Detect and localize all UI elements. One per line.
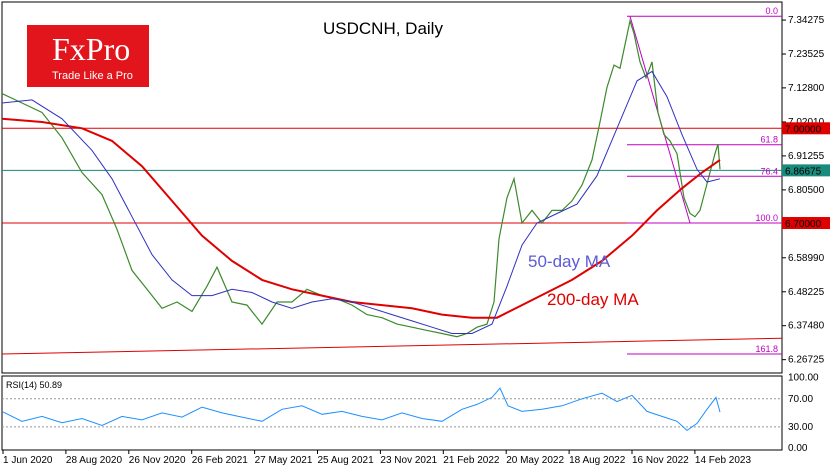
price-tag-label: 7.00000: [785, 124, 822, 135]
y-tick-label: 7.23525: [788, 49, 825, 60]
fib-level-label: 100.0: [755, 213, 778, 223]
x-axis-ticks: 1 Jun 2020 28 Aug 2020 26 Nov 2020 26 Feb 2…: [2, 450, 752, 466]
y-tick-label: 7.34275: [788, 15, 825, 26]
y-tick-label: 7.12800: [788, 83, 825, 94]
fib-level-label: 61.8: [760, 135, 778, 145]
x-tick-label: 20 May 2022: [506, 455, 564, 466]
rsi-tick-label: 30.00: [788, 422, 813, 433]
fib-level-label: 0.0: [765, 6, 778, 16]
y-tick-label: 6.37480: [788, 321, 825, 332]
x-tick-label: 21 Feb 2022: [443, 455, 500, 466]
annotation-200-day-ma: 200-day MA: [547, 290, 639, 309]
series-lines: [1, 18, 721, 338]
x-tick-label: 28 Aug 2020: [66, 455, 123, 466]
x-tick-label: 16 Nov 2022: [632, 455, 689, 466]
x-tick-label: 26 Feb 2021: [192, 455, 249, 466]
rsi-tick-label: 70.00: [788, 394, 813, 405]
y-tick-label: 6.91255: [788, 151, 825, 162]
x-tick-label: 23 Nov 2021: [380, 455, 437, 466]
y-axis-ticks: 7.342757.235257.128007.020106.912556.805…: [782, 15, 830, 366]
x-tick-label: 18 Aug 2022: [569, 455, 626, 466]
x-tick-label: 25 Aug 2021: [318, 455, 375, 466]
price-tag-box: [782, 217, 830, 230]
price-tag-box: [782, 122, 830, 135]
logo-brand: FxPro: [52, 31, 130, 67]
rsi-tick-label: 0.00: [788, 443, 808, 454]
x-tick-label: 26 Nov 2020: [129, 455, 186, 466]
y-tick-label: 6.48225: [788, 287, 825, 298]
rsi-label: RSI(14) 50.89: [6, 380, 62, 390]
price-line: [1, 18, 721, 338]
rsi-line: [1, 387, 721, 432]
y-tick-label: 6.58990: [788, 253, 825, 264]
rsi-panel: [1, 375, 783, 451]
y-tick-label: 6.80500: [788, 185, 825, 196]
fib-level-label: 161.8: [755, 344, 778, 354]
annotation-50-day-ma: 50-day MA: [528, 252, 611, 271]
rsi-tick-label: 100.00: [788, 373, 819, 384]
x-tick-label: 1 Jun 2020: [3, 455, 53, 466]
chart-title: USDCNH, Daily: [323, 19, 443, 38]
rsi-indicator: 100.00 70.00 30.00 0.00: [1, 373, 819, 454]
support-trendline: [1, 337, 783, 355]
x-tick-label: 14 Feb 2023: [695, 455, 752, 466]
fxpro-logo: FxPro Trade Like a Pro: [27, 25, 149, 87]
price-tag-label: 6.86675: [785, 166, 822, 177]
ma50-line: [1, 70, 721, 334]
fib-level-label: 76.4: [760, 166, 778, 176]
price-tag-box: [782, 164, 830, 177]
logo-tagline: Trade Like a Pro: [52, 70, 133, 82]
ma200-line: [1, 117, 721, 319]
x-tick-label: 27 May 2021: [255, 455, 313, 466]
y-tick-label: 6.26725: [788, 355, 825, 366]
fibonacci-levels: 0.0 61.8 76.4 100.0 161.8: [627, 6, 782, 355]
price-tag-label: 6.70000: [785, 219, 822, 230]
